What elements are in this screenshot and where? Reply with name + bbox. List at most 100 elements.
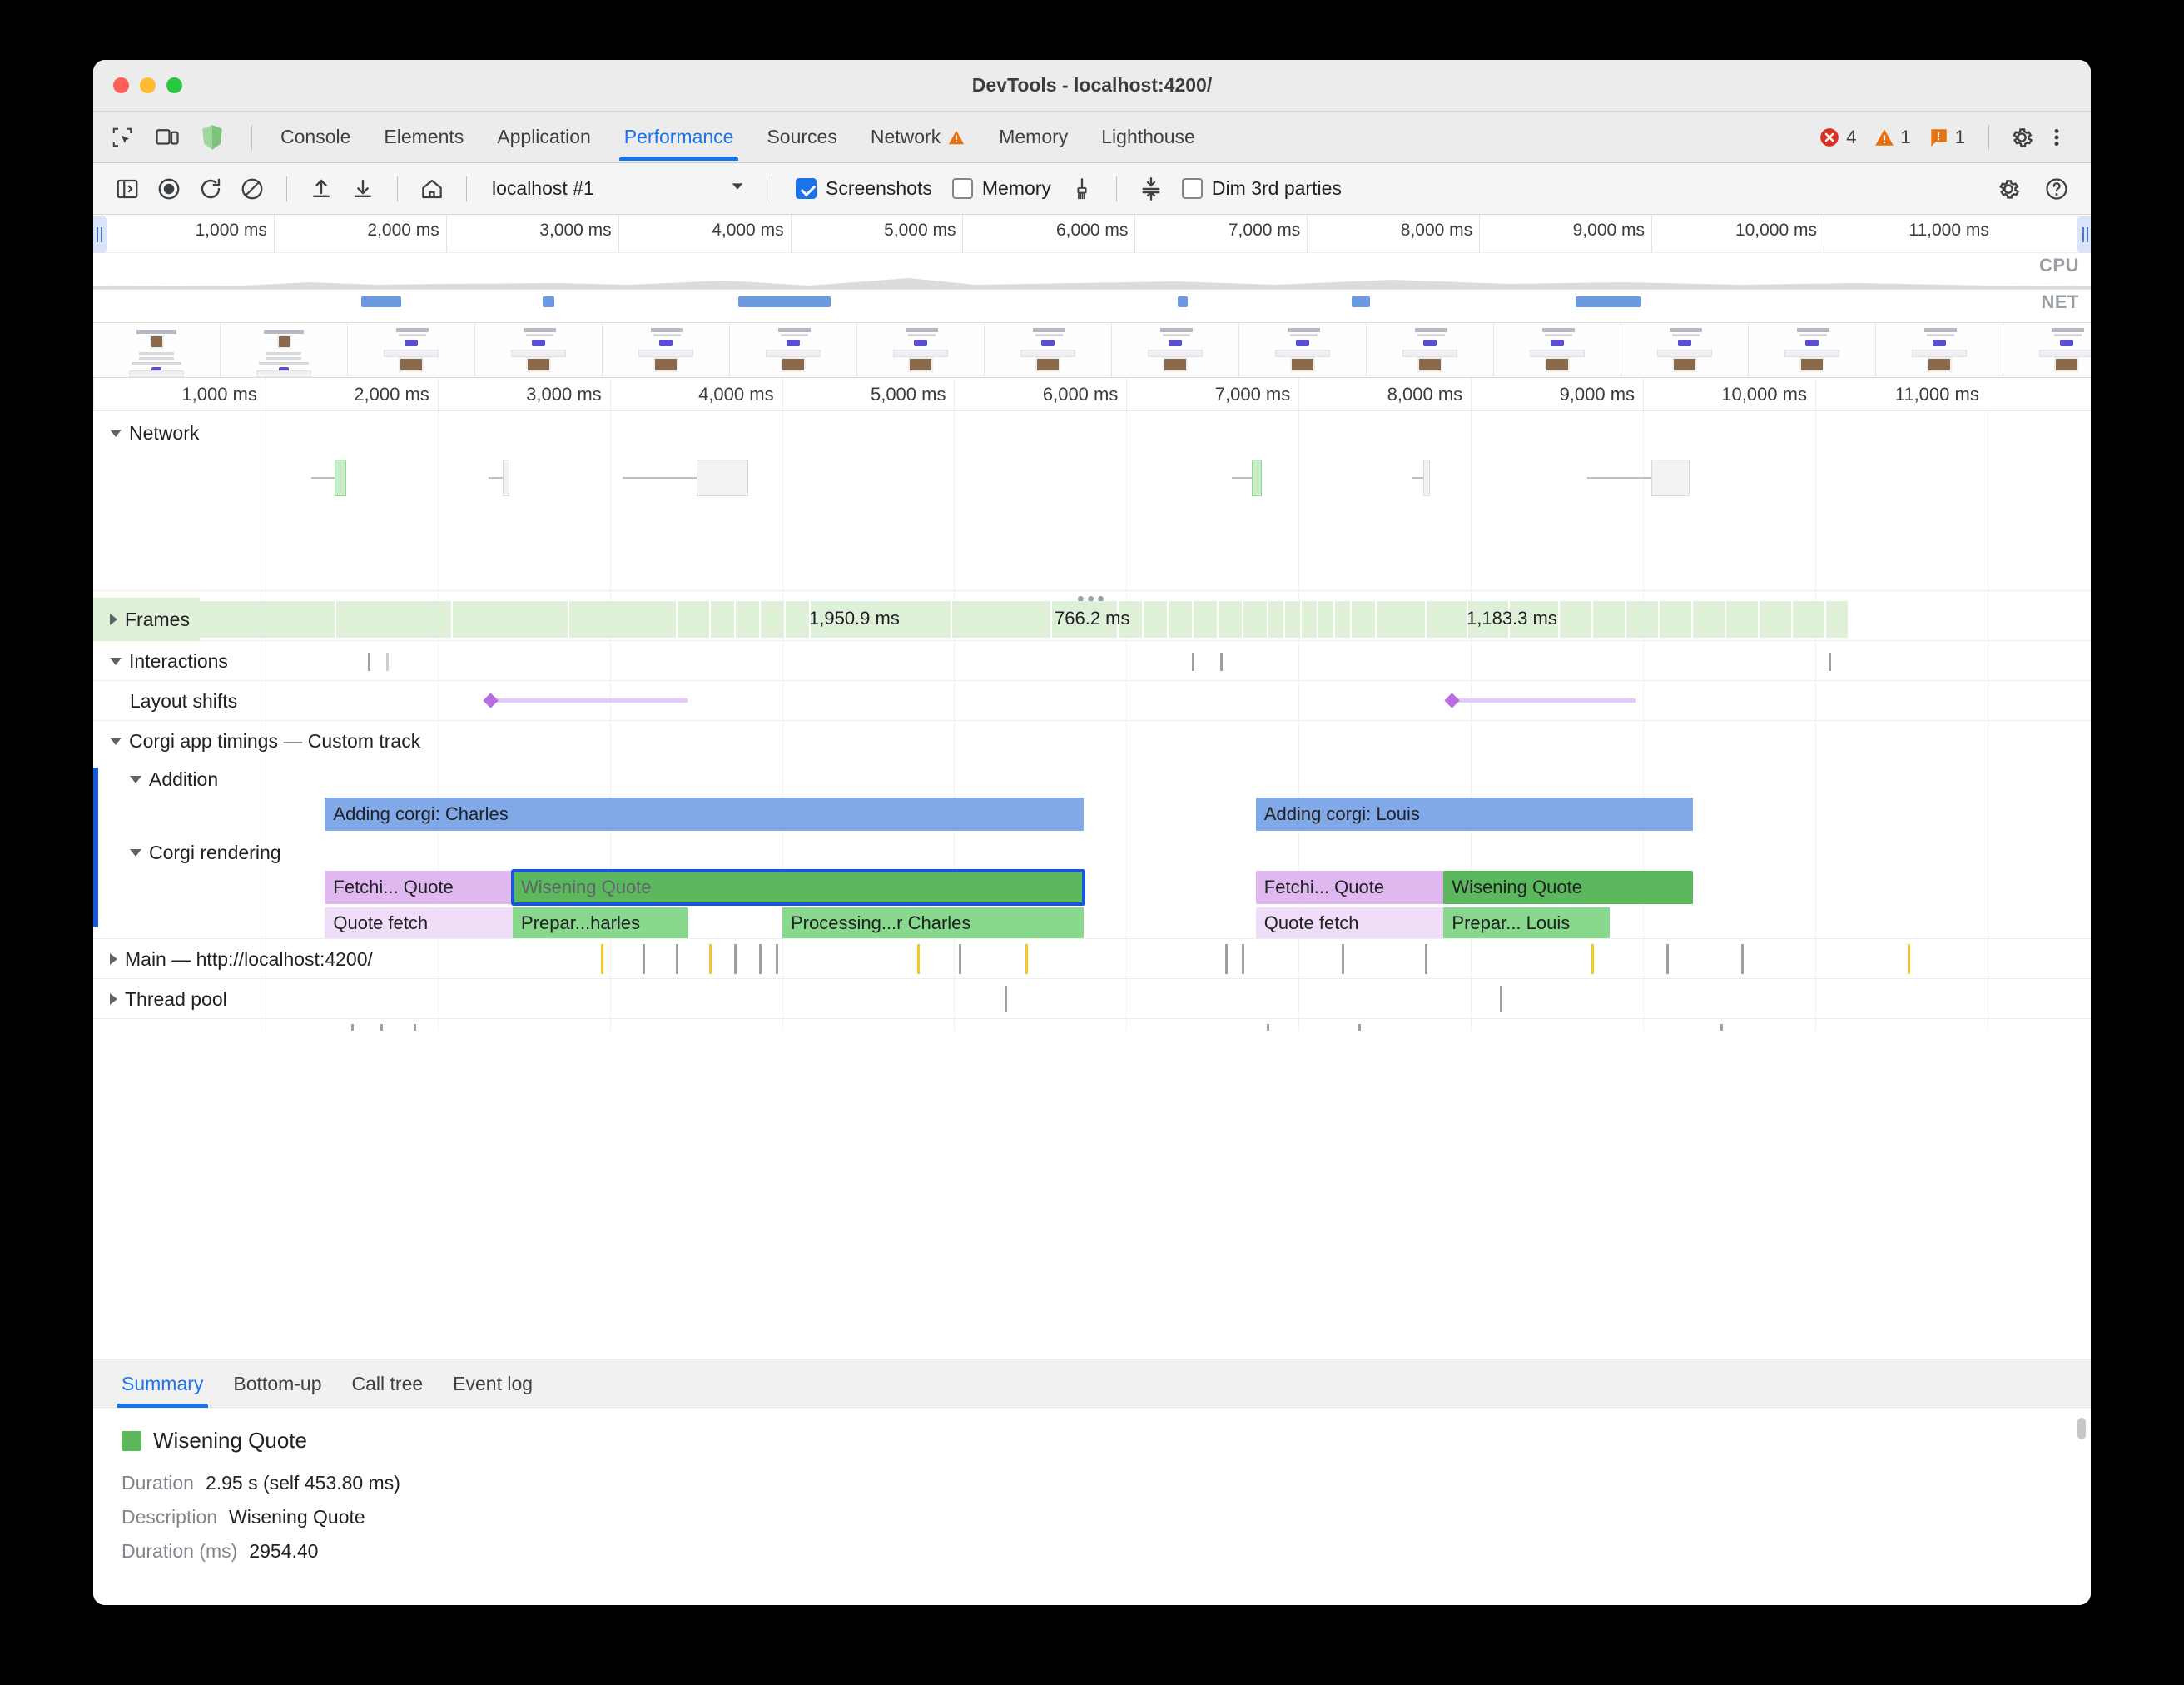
timing-bar[interactable]: Prepar... Louis bbox=[1443, 907, 1610, 939]
record-reload-icon[interactable] bbox=[191, 171, 230, 207]
network-request-bar[interactable] bbox=[1651, 460, 1690, 496]
layout-shift-diamond[interactable] bbox=[1443, 693, 1460, 708]
track-layout-shifts-label[interactable]: Layout shifts bbox=[93, 681, 237, 721]
network-request-bar[interactable] bbox=[335, 460, 346, 496]
filmstrip-frame[interactable] bbox=[1494, 323, 1621, 377]
capture-settings-icon[interactable] bbox=[1989, 171, 2028, 207]
tab-bottom-up[interactable]: Bottom-up bbox=[218, 1361, 336, 1407]
tab-elements[interactable]: Elements bbox=[367, 114, 480, 160]
home-icon[interactable] bbox=[413, 171, 451, 207]
track-corgi-app-timings-label[interactable]: Corgi app timings — Custom track bbox=[93, 721, 420, 761]
track-frames[interactable]: Frames 1,950.9 ms 766.2 ms 1,183.3 ms bbox=[93, 598, 2091, 641]
filmstrip-frame[interactable] bbox=[1621, 323, 1749, 377]
track-corgi-rendering-label[interactable]: Corgi rendering bbox=[93, 834, 281, 871]
track-main[interactable]: Main — http://localhost:4200/ bbox=[93, 939, 2091, 979]
screenshots-checkbox[interactable]: Screenshots bbox=[787, 177, 941, 200]
tab-network[interactable]: Network bbox=[854, 114, 982, 160]
tab-application[interactable]: Application bbox=[480, 114, 608, 160]
error-badge[interactable]: 4 bbox=[1814, 127, 1861, 148]
download-profile-icon[interactable] bbox=[344, 171, 382, 207]
details-scrollbar[interactable] bbox=[2077, 1418, 2086, 1439]
track-compositor-label[interactable]: Compositor bbox=[93, 1019, 223, 1031]
track-thread-pool-label[interactable]: Thread pool bbox=[93, 979, 227, 1019]
minimize-window-button[interactable] bbox=[140, 77, 156, 93]
network-request-bar[interactable] bbox=[1252, 460, 1262, 496]
tab-sources[interactable]: Sources bbox=[750, 114, 853, 160]
tab-call-tree[interactable]: Call tree bbox=[337, 1361, 439, 1407]
track-interactions[interactable]: Interactions bbox=[93, 641, 2091, 681]
timing-bar[interactable]: Adding corgi: Louis bbox=[1255, 798, 1694, 831]
track-thread-pool[interactable]: Thread pool bbox=[93, 979, 2091, 1019]
warning-badge[interactable]: 1 bbox=[1869, 127, 1916, 148]
layout-shift-bar[interactable] bbox=[489, 698, 689, 703]
flame-chart-area[interactable]: 1,000 ms 2,000 ms 3,000 ms 4,000 ms 5,000 ms… bbox=[93, 378, 2091, 1031]
recording-selector[interactable]: localhost #1 bbox=[482, 177, 757, 201]
dim-3rd-parties-checkbox[interactable]: Dim 3rd parties bbox=[1174, 177, 1350, 200]
timing-bar[interactable]: Quote fetch bbox=[325, 907, 513, 939]
issue-badge[interactable]: 1 bbox=[1923, 127, 1970, 148]
collapse-arrows-icon[interactable] bbox=[1132, 171, 1170, 207]
timing-bar[interactable]: Fetchi... Quote bbox=[1255, 871, 1444, 904]
more-vertical-icon[interactable] bbox=[2043, 123, 2071, 152]
network-request-bar[interactable] bbox=[696, 460, 749, 496]
close-window-button[interactable] bbox=[113, 77, 129, 93]
tab-lighthouse[interactable]: Lighthouse bbox=[1085, 114, 1212, 160]
device-toolbar-icon[interactable] bbox=[153, 123, 181, 152]
timing-bar[interactable]: Quote fetch bbox=[1255, 907, 1444, 939]
filmstrip-frame[interactable] bbox=[2003, 323, 2091, 377]
network-request-bar[interactable] bbox=[1423, 460, 1430, 496]
inspect-element-icon[interactable] bbox=[108, 123, 136, 152]
track-compositor[interactable]: Compositor bbox=[93, 1019, 2091, 1031]
timing-bar[interactable]: Wisening Quote bbox=[1443, 871, 1694, 904]
filmstrip-frame[interactable] bbox=[730, 323, 857, 377]
tab-event-log[interactable]: Event log bbox=[438, 1361, 548, 1407]
tab-summary[interactable]: Summary bbox=[107, 1361, 218, 1408]
toggle-sidebar-icon[interactable] bbox=[108, 171, 146, 207]
upload-profile-icon[interactable] bbox=[302, 171, 340, 207]
timing-bar[interactable]: Fetchi... Quote bbox=[325, 871, 513, 904]
garbage-collect-icon[interactable] bbox=[1063, 171, 1101, 207]
track-frames-label[interactable]: Frames bbox=[93, 598, 200, 641]
angular-devtools-icon[interactable] bbox=[198, 123, 226, 152]
filmstrip-frame[interactable] bbox=[1749, 323, 1876, 377]
tab-performance[interactable]: Performance bbox=[608, 114, 751, 161]
track-layout-shifts[interactable]: Layout shifts bbox=[93, 681, 2091, 721]
overview-left-handle[interactable] bbox=[93, 216, 107, 253]
timing-bar[interactable]: Adding corgi: Charles bbox=[325, 798, 1085, 831]
timeline-overview[interactable]: 1,000 ms 2,000 ms 3,000 ms 4,000 ms 5,000 ms… bbox=[93, 215, 2091, 323]
filmstrip-frame[interactable] bbox=[857, 323, 985, 377]
track-network[interactable]: Network bbox=[93, 411, 2091, 591]
track-corgi-app-timings[interactable]: Corgi app timings — Custom track bbox=[93, 721, 2091, 761]
track-interactions-label[interactable]: Interactions bbox=[93, 641, 228, 681]
help-icon[interactable] bbox=[2038, 171, 2076, 207]
track-corgi-rendering[interactable]: Corgi rendering Fetchi... Quote Wisening … bbox=[93, 768, 2091, 939]
filmstrip-frame[interactable] bbox=[603, 323, 730, 377]
record-icon[interactable] bbox=[150, 171, 188, 207]
screenshot-filmstrip[interactable] bbox=[93, 323, 2091, 378]
filmstrip-frame[interactable] bbox=[348, 323, 475, 377]
tab-console[interactable]: Console bbox=[264, 114, 367, 160]
filmstrip-frame[interactable] bbox=[93, 323, 221, 377]
track-main-label[interactable]: Main — http://localhost:4200/ bbox=[93, 939, 373, 979]
gear-icon[interactable] bbox=[2008, 123, 2036, 152]
filmstrip-frame[interactable] bbox=[1239, 323, 1367, 377]
layout-shift-bar[interactable] bbox=[1449, 698, 1636, 703]
clear-icon[interactable] bbox=[233, 171, 271, 207]
filmstrip-frame[interactable] bbox=[1367, 323, 1494, 377]
timing-bar[interactable]: Processing...r Charles bbox=[782, 907, 1085, 939]
layout-shift-diamond[interactable] bbox=[483, 693, 499, 708]
filmstrip-frame[interactable] bbox=[1112, 323, 1239, 377]
filmstrip-frame[interactable] bbox=[221, 323, 348, 377]
timing-bar[interactable]: Wisening Quote bbox=[510, 869, 1086, 906]
filmstrip-frame[interactable] bbox=[985, 323, 1112, 377]
overview-right-handle[interactable] bbox=[2077, 216, 2091, 253]
network-request-bar[interactable] bbox=[503, 460, 510, 496]
timing-bar[interactable]: Prepar...harles bbox=[513, 907, 689, 939]
memory-checkbox[interactable]: Memory bbox=[944, 177, 1060, 200]
filmstrip-frame[interactable] bbox=[1876, 323, 2003, 377]
track-addition[interactable]: Addition Adding corgi: Charles Adding cor… bbox=[93, 761, 2091, 834]
filmstrip-frame[interactable] bbox=[475, 323, 603, 377]
tab-memory[interactable]: Memory bbox=[982, 114, 1085, 160]
track-addition-label[interactable]: Addition bbox=[93, 761, 218, 798]
track-network-label[interactable]: Network bbox=[93, 411, 199, 455]
